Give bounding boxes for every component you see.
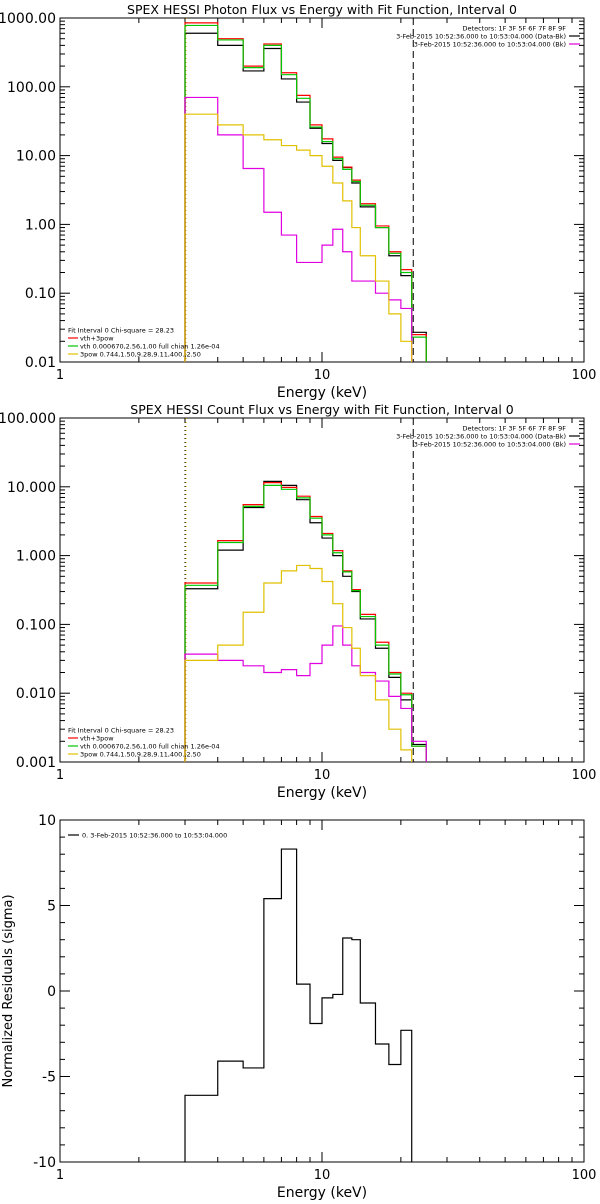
photon-flux-panel: 1 10 100 1000.00 100.00 10.00 1.00 0.10 0.01 SPEX… <box>0 2 596 401</box>
series-red-line <box>184 482 427 762</box>
series-black-line <box>184 848 413 1162</box>
x-axis-label: Energy (keV) <box>277 385 367 401</box>
plot-data <box>184 418 427 762</box>
y-tick-label: 10.00 <box>16 149 56 165</box>
legend-entry-text: Fit Interval 0 Chi-square = 28.23 <box>68 327 174 335</box>
legend-entry-text: vth+3pow <box>80 735 114 743</box>
series-green-line <box>184 484 427 762</box>
y-tick-label: 0.010 <box>16 686 56 702</box>
y-tick-label: 0.01 <box>25 355 56 371</box>
legend-entry-text: 3pow 0.744,1.50,9.28,9.11,400.,2.50 <box>80 351 201 359</box>
y-tick-label: 0.001 <box>16 755 56 771</box>
legend-entry-text: 3-Feb-2015 10:52:36.000 to 10:53:04.000 … <box>396 33 566 41</box>
y-tick-label: 10.000 <box>7 480 56 496</box>
x-tick-label: 1 <box>56 1168 64 1183</box>
legend-entry-text: Detectors: 1F 3F 5F 6F 7F 8F 9F <box>463 25 567 33</box>
series-black-line <box>184 32 427 362</box>
legend-entry-text: Detectors: 1F 3F 5F 6F 7F 8F 9F <box>463 425 567 433</box>
x-tick-label: 10 <box>314 368 331 383</box>
legend-entry-text: 3-Feb-2015 10:52:36.000 to 10:53:04.000 … <box>414 441 566 449</box>
y-tick-label: 0 <box>47 984 56 1000</box>
legend-entry-text: 3-Feb-2015 10:52:36.000 to 10:53:04.000 … <box>396 433 566 441</box>
legend-entry-text: 0. 3-Feb-2015 10:52:36.000 to 10:53:04.0… <box>82 832 227 840</box>
legend-entry-text: 3pow 0.744,1.50,9.28,9.11,400.,2.50 <box>80 751 201 759</box>
series-yellow-line <box>184 113 413 362</box>
x-tick-label: 1 <box>56 768 64 783</box>
legend-entry-text: vth 0.000670,2.56,1.00 full chian 1.26e-… <box>80 743 220 751</box>
plot-frame <box>59 417 585 763</box>
y-tick-label: -5 <box>42 1070 56 1086</box>
x-tick-label: 100 <box>572 368 597 383</box>
y-tick-label: 100.000 <box>0 411 56 427</box>
plot-data <box>184 848 413 1162</box>
legend-entry-text: vth+3pow <box>80 335 114 343</box>
chart-title: SPEX HESSI Photon Flux vs Energy with Fi… <box>127 2 517 17</box>
residuals-panel: 1 10 100 10 5 0 -5 -10 Energy (keV) Normalized Re… <box>1 813 597 1201</box>
y-tick-label: 1000.00 <box>0 11 56 27</box>
y-tick-label: -10 <box>33 1155 56 1171</box>
x-axis-label: Energy (keV) <box>277 1185 367 1200</box>
y-tick-label: 5 <box>47 899 56 915</box>
legend-entry-text: 3-Feb-2015 10:52:36.000 to 10:53:04.000 … <box>414 41 566 49</box>
y-tick-label: 0.10 <box>25 286 56 302</box>
plot-frame <box>59 819 585 1163</box>
series-magenta-line <box>184 625 427 762</box>
plot-frame <box>59 17 585 363</box>
y-tick-label: 100.00 <box>7 80 56 96</box>
y-axis-label: Normalized Residuals (sigma) <box>1 894 16 1087</box>
x-axis-label: Energy (keV) <box>277 785 367 801</box>
series-yellow-line <box>184 564 413 762</box>
chart-title: SPEX HESSI Count Flux vs Energy with Fit… <box>130 402 513 417</box>
y-tick-label: 0.100 <box>16 617 56 633</box>
legend-entry-text: Fit Interval 0 Chi-square = 28.23 <box>68 727 174 735</box>
series-magenta-line <box>184 96 413 362</box>
x-tick-label: 10 <box>314 1168 331 1183</box>
series-red-line <box>184 22 427 362</box>
y-tick-label: 1.00 <box>25 217 56 233</box>
legend-entry-text: vth 0.000670,2.56,1.00 full chian 1.26e-… <box>80 343 220 351</box>
y-tick-label: 1.000 <box>16 549 56 565</box>
y-tick-label: 10 <box>38 813 56 829</box>
x-tick-label: 100 <box>572 1168 597 1183</box>
series-black-line <box>184 480 427 762</box>
x-tick-label: 100 <box>572 768 597 783</box>
x-tick-label: 10 <box>314 768 331 783</box>
series-green-line <box>184 24 427 362</box>
plot-data <box>184 18 427 362</box>
x-tick-label: 1 <box>56 368 64 383</box>
count-flux-panel: 1 10 100 100.000 10.000 1.000 0.100 0.010 0.001 S… <box>0 402 596 801</box>
